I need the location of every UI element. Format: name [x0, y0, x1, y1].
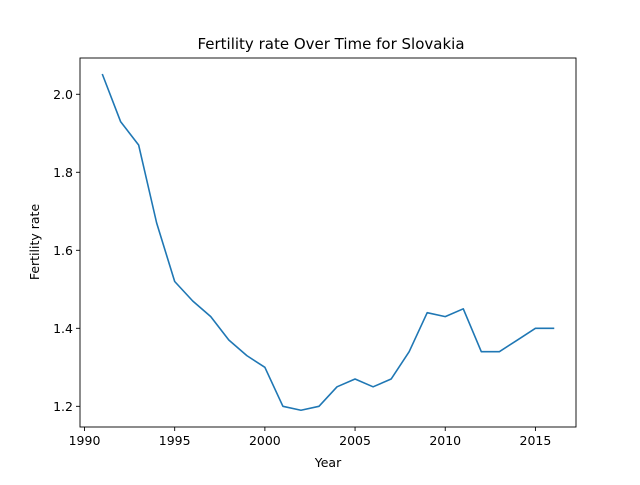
- x-tick-label: 2015: [520, 433, 552, 448]
- x-tick-label: 1990: [69, 433, 101, 448]
- x-axis-label: Year: [314, 455, 342, 470]
- y-tick-label: 1.8: [53, 165, 73, 180]
- series-line-0: [101, 73, 555, 412]
- y-tick-label: 1.4: [53, 321, 73, 336]
- y-tick-label: 1.2: [53, 399, 73, 414]
- x-tick-label: 2010: [429, 433, 461, 448]
- x-tick-label: 2005: [339, 433, 371, 448]
- x-tick-label: 1995: [159, 433, 191, 448]
- y-axis-label: Fertility rate: [27, 204, 42, 281]
- chart-title: Fertility rate Over Time for Slovakia: [197, 35, 464, 53]
- y-tick-label: 1.6: [53, 243, 73, 258]
- y-tick-label: 2.0: [53, 87, 73, 102]
- plot-area-frame: [79, 57, 577, 428]
- x-tick-label: 2000: [249, 433, 281, 448]
